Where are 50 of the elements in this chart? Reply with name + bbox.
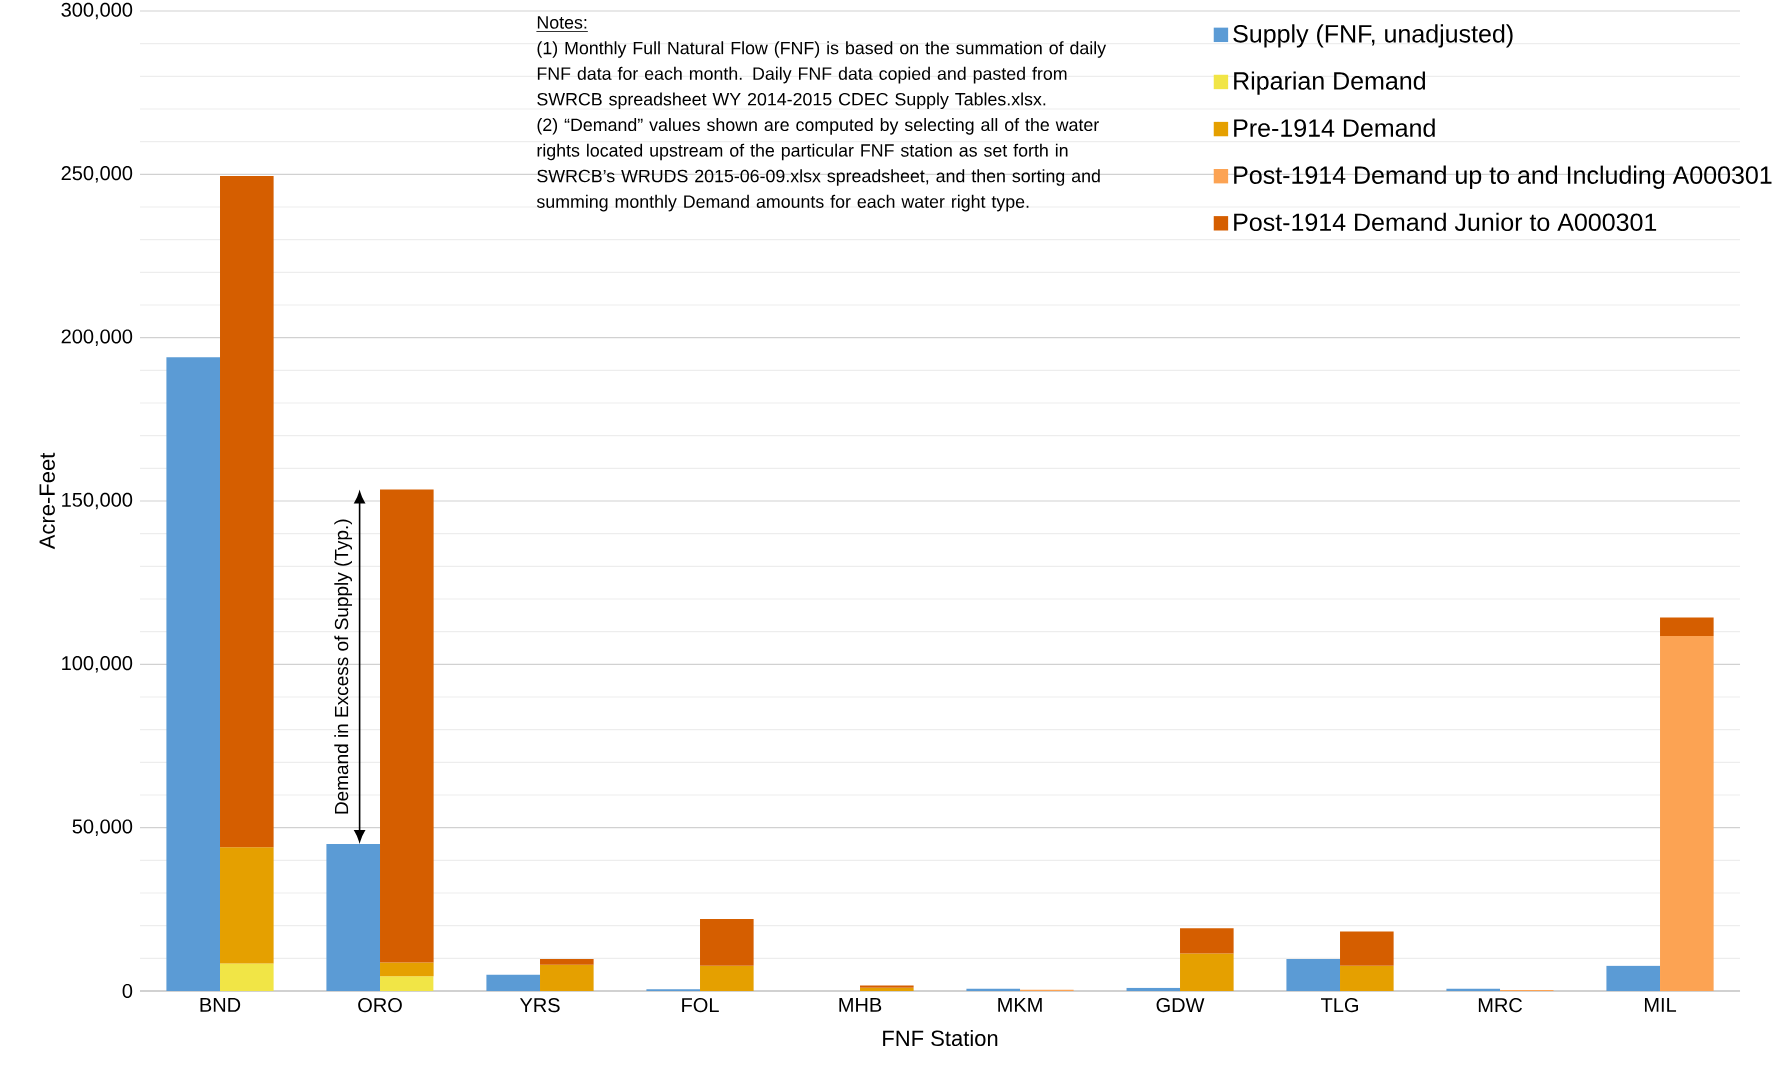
y-tick-label: 250,000 [61,166,133,183]
x-tick-label: GDW [1156,998,1205,1013]
legend-label: Supply (FNF, unadjusted) [1233,24,1513,48]
bar [1340,931,1394,966]
x-tick-label: TLG [1321,998,1358,1013]
annotation: Demand in Excess of Supply (Typ.) [334,519,353,814]
x-tick-label: MIL [1644,998,1677,1012]
annotation: Notes: [537,16,587,29]
bar [1606,965,1661,991]
y-tick-label: 0 [122,983,133,999]
y-tick-label: 300,000 [61,2,133,20]
bar [166,357,221,991]
bar [380,976,434,991]
bar [1340,965,1394,991]
bar [1660,617,1714,636]
y-axis-title: Acre-Feet [39,452,55,550]
annotation: (1) Monthly Full Natural Flow (FNF) is based on the summation of daily FNF data for each month. Daily FNF data copied and pasted from SWRCB spreadsheet WY 2014-2015 CDEC Supply Tables.xlsx. [537,41,1107,110]
bar [540,958,594,965]
y-tick-label: 200,000 [61,329,133,346]
bar [1660,635,1714,991]
bar [1286,958,1341,991]
bar [380,962,434,977]
x-tick-label: MKM [998,998,1042,1012]
bar [700,965,754,991]
x-tick-label: MHB [839,998,882,1012]
bar [326,843,381,991]
bar [220,847,274,964]
y-tick-label: 150,000 [62,492,133,510]
x-tick-label: YRS [519,998,560,1013]
bar [220,963,274,991]
legend-label: Pre-1914 Demand [1234,118,1435,137]
bar [1180,953,1234,991]
legend-label: Post-1914 Demand Junior to A000301 [1234,212,1657,232]
legend-label: Riparian Demand [1234,71,1426,95]
bar [1126,987,1181,991]
bar [220,175,274,848]
x-tick-label: BND [200,998,241,1012]
x-axis-title: FNF Station [883,1029,998,1047]
bar [486,974,541,991]
x-tick-label: ORO [358,998,402,1013]
bar [1180,928,1234,954]
annotation: (2) “Demand” values shown are computed by selecting all of the water rights located upstream of the particular FNF station as set forth in SWRCB’s WRUDS 2015-06-09.xlsx spreadsheet, and then sorting and summing monthly Demand amounts for each water right type. [536,118,1100,212]
bar [540,964,594,991]
legend-label: Post-1914 Demand up to and Including A000301 [1234,165,1772,189]
x-tick-label: MRC [1478,998,1523,1013]
bar [380,489,434,963]
x-tick-label: FOL [682,998,719,1013]
bar [700,919,754,966]
y-tick-label: 100,000 [62,656,133,673]
y-tick-label: 50,000 [72,819,133,836]
